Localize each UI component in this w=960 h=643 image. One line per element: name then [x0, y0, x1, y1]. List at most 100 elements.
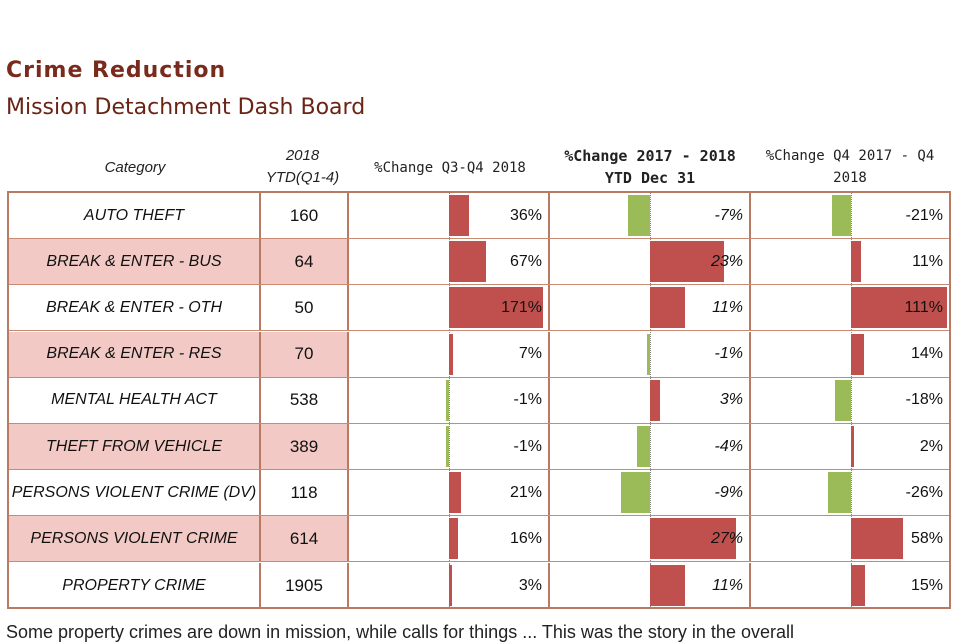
article-text: Some property crimes are down in mission…: [6, 622, 794, 642]
ytd_change-label: 11%: [712, 576, 743, 594]
ytd-cell: 538: [261, 377, 349, 423]
q3q4-bar: [446, 426, 449, 467]
ytd_change-cell: -9%: [550, 470, 751, 516]
q3q4-bar: [449, 564, 452, 606]
q4q4-bar: [832, 195, 851, 236]
header-q4q4: %Change Q4 2017 - Q4 2018: [765, 148, 935, 186]
ytd-cell: 614: [261, 516, 349, 562]
table-row: BREAK & ENTER - OTH 50 171% 11% 111%: [9, 285, 949, 332]
q4q4-label: 2%: [919, 437, 943, 455]
table-row: THEFT FROM VEHICLE 389 -1% -4% 2%: [9, 424, 949, 470]
ytd_change-label: -9%: [714, 483, 743, 501]
header-ytd-change: %Change 2017 - 2018 YTD Dec 31: [564, 147, 736, 187]
q3q4-label: 67%: [509, 252, 542, 270]
q3q4-cell: 36%: [349, 193, 550, 238]
ytd_change-bar: [650, 379, 660, 421]
q3q4-bar: [449, 472, 461, 514]
q3q4-label: 21%: [509, 483, 542, 501]
ytd-cell: 160: [261, 193, 349, 238]
category-cell: THEFT FROM VEHICLE: [9, 424, 261, 469]
q3q4-label: 7%: [518, 345, 542, 363]
page-title: Crime Reduction: [6, 58, 227, 83]
ytd_change-cell: 11%: [550, 285, 751, 331]
q3q4-bar: [449, 195, 469, 236]
table-row: PERSONS VIOLENT CRIME (DV) 118 21% -9% -26%: [9, 470, 949, 517]
q4q4-cell: 58%: [751, 516, 949, 562]
header-ytd: 2018 YTD(Q1-4): [265, 147, 340, 186]
q3q4-cell: 16%: [349, 516, 550, 562]
category-cell: BREAK & ENTER - OTH: [9, 285, 261, 331]
category-cell: BREAK & ENTER - RES: [9, 331, 261, 377]
q4q4-cell: 2%: [751, 424, 949, 469]
ytd_change-label: -4%: [714, 437, 743, 455]
category-cell: MENTAL HEALTH ACT: [9, 377, 261, 423]
header-category: Category: [104, 159, 166, 176]
q3q4-cell: 67%: [349, 239, 550, 285]
q4q4-cell: -18%: [751, 377, 949, 423]
q4q4-bar: [851, 564, 865, 606]
q3q4-cell: -1%: [349, 424, 550, 469]
q3q4-label: 3%: [518, 576, 542, 594]
ytd_change-cell: 27%: [550, 516, 751, 562]
category-cell: AUTO THEFT: [9, 193, 261, 238]
table-row: BREAK & ENTER - BUS 64 67% 23% 11%: [9, 239, 949, 286]
ytd_change-label: 11%: [712, 298, 743, 316]
ytd_change-cell: -1%: [550, 331, 751, 377]
q3q4-label: 36%: [509, 206, 542, 224]
q4q4-bar: [827, 472, 851, 514]
q4q4-bar: [851, 287, 947, 329]
table-row: BREAK & ENTER - RES 70 7% -1% 14%: [9, 331, 949, 378]
q3q4-bar: [449, 287, 544, 329]
ytd_change-bar: [650, 564, 686, 606]
ytd-cell: 1905: [261, 562, 349, 609]
header-q3q4: %Change Q3-Q4 2018: [374, 160, 526, 176]
q4q4-label: -21%: [905, 206, 943, 224]
ytd-cell: 50: [261, 285, 349, 331]
q3q4-label: 16%: [509, 529, 542, 547]
q4q4-label: 14%: [910, 345, 943, 363]
q3q4-label: -1%: [513, 391, 542, 409]
q4q4-cell: -21%: [751, 193, 949, 238]
ytd_change-bar: [650, 518, 737, 560]
page-subtitle: Mission Detachment Dash Board: [6, 95, 366, 120]
q4q4-bar: [851, 426, 854, 467]
q4q4-cell: 11%: [751, 239, 949, 285]
zero-axis: [851, 470, 852, 516]
q4q4-bar: [851, 518, 904, 560]
ytd_change-bar: [650, 241, 724, 283]
ytd_change-cell: 3%: [550, 377, 751, 423]
ytd_change-label: 27%: [710, 529, 743, 547]
ytd-cell: 118: [261, 470, 349, 516]
q4q4-label: 15%: [910, 576, 943, 594]
crime-table: AUTO THEFT 160 36% -7% -21% BREAK & ENTER - B…: [7, 191, 951, 609]
zero-axis: [851, 193, 852, 238]
q4q4-cell: 14%: [751, 331, 949, 377]
q3q4-label: -1%: [513, 437, 542, 455]
table-row: MENTAL HEALTH ACT 538 -1% 3% -18%: [9, 377, 949, 424]
q4q4-label: 111%: [904, 298, 943, 316]
q4q4-bar: [851, 241, 861, 283]
ytd_change-label: 3%: [719, 391, 743, 409]
ytd_change-cell: -4%: [550, 424, 751, 469]
q3q4-bar: [446, 379, 449, 421]
q4q4-label: 58%: [910, 529, 943, 547]
zero-axis: [650, 470, 651, 516]
ytd_change-bar: [650, 287, 686, 329]
q4q4-label: -18%: [905, 391, 943, 409]
ytd-cell: 389: [261, 424, 349, 469]
ytd_change-bar: [627, 195, 650, 236]
ytd-cell: 70: [261, 331, 349, 377]
zero-axis: [650, 424, 651, 469]
q3q4-cell: 3%: [349, 562, 550, 609]
zero-axis: [650, 331, 651, 377]
table-row: PROPERTY CRIME 1905 3% 11% 15%: [9, 562, 949, 609]
q4q4-label: 11%: [912, 252, 943, 270]
q4q4-label: -26%: [905, 483, 943, 501]
q3q4-bar: [449, 333, 453, 375]
ytd_change-bar: [646, 333, 650, 375]
category-cell: PERSONS VIOLENT CRIME: [9, 516, 261, 562]
q4q4-bar: [851, 333, 864, 375]
ytd_change-label: 23%: [710, 252, 743, 270]
q3q4-label: 171%: [501, 298, 542, 316]
q4q4-bar: [834, 379, 851, 421]
